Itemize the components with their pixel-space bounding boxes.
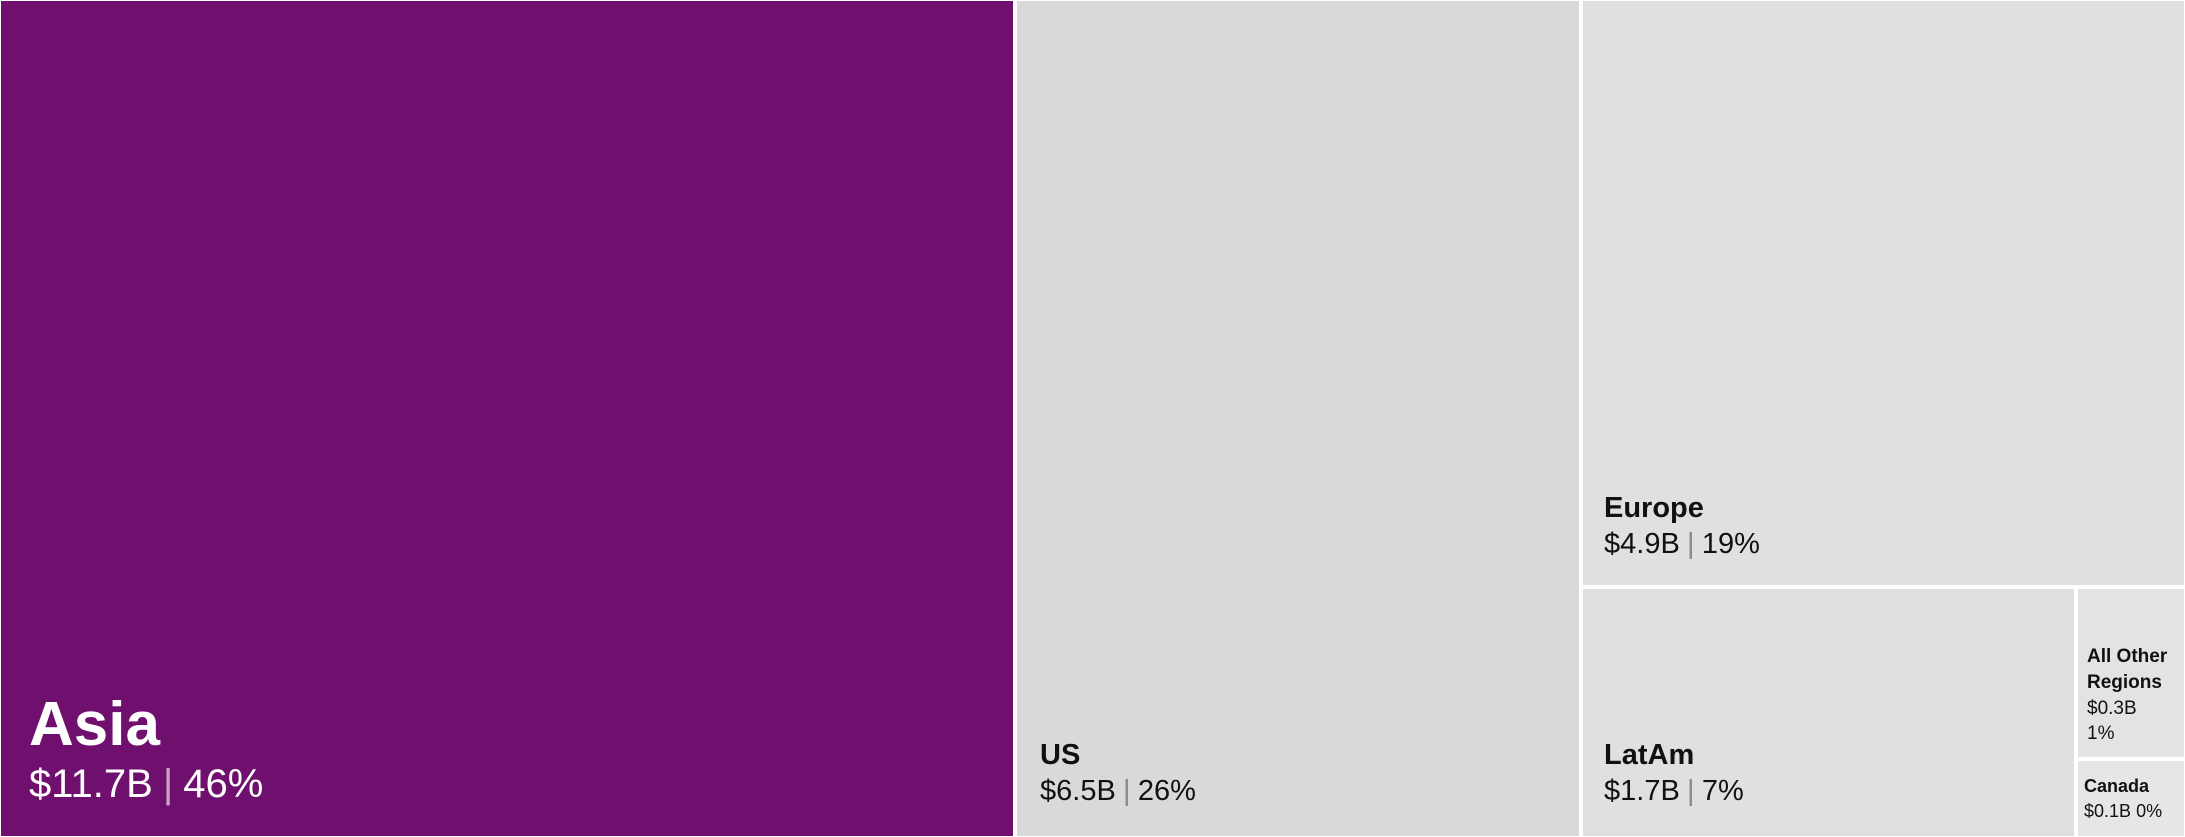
tile-value-line: $11.7B | 46% — [29, 760, 263, 808]
tile-label-group: US $6.5B | 26% — [1040, 737, 1196, 809]
tile-value: $1.7B — [1604, 775, 1680, 807]
tile-separator: | — [1687, 775, 1695, 807]
tile-name: Asia — [29, 690, 160, 759]
tile-separator: | — [1123, 775, 1131, 807]
tile-label-group: All Other Regions $0.3B 1% — [2087, 644, 2183, 746]
tile-value-line: $6.5B | 26% — [1040, 773, 1196, 809]
tile-percent: 26% — [1137, 775, 1196, 807]
tile-label-group: Asia $11.7B | 46% — [29, 690, 263, 808]
tile-name: US — [1040, 739, 1081, 771]
tile-name: All Other Regions — [2087, 646, 2168, 693]
treemap-tile-latam[interactable]: LatAm $1.7B | 7% — [1583, 589, 2074, 836]
treemap-tile-europe[interactable]: Europe $4.9B | 19% — [1583, 1, 2184, 585]
tile-value-line: $4.9B | 19% — [1604, 526, 1760, 562]
tile-percent: 7% — [1701, 775, 1744, 807]
tile-value: $11.7B — [29, 762, 153, 806]
tile-label-group: LatAm $1.7B | 7% — [1604, 737, 1744, 809]
treemap-tile-canada[interactable]: Canada $0.1B 0% — [2078, 761, 2184, 836]
tile-value: $0.1B — [2084, 801, 2132, 821]
treemap-tile-other-regions[interactable]: All Other Regions $0.3B 1% — [2078, 589, 2184, 757]
tile-name: Canada — [2084, 776, 2150, 796]
treemap-tile-asia[interactable]: Asia $11.7B | 46% — [1, 1, 1013, 836]
tile-percent: 1% — [2087, 723, 2115, 744]
tile-separator: | — [162, 762, 174, 806]
treemap-tile-us[interactable]: US $6.5B | 26% — [1017, 1, 1579, 836]
tile-percent: 46% — [183, 762, 264, 806]
tile-label-group: Canada $0.1B 0% — [2084, 774, 2162, 823]
tile-name: Europe — [1604, 492, 1704, 524]
tile-separator: | — [1687, 528, 1695, 560]
tile-value: $0.3B — [2087, 698, 2137, 719]
tile-name: LatAm — [1604, 739, 1695, 771]
tile-percent: 19% — [1701, 528, 1760, 560]
tile-value-line: $1.7B | 7% — [1604, 773, 1744, 809]
tile-value-line: $0.1B 0% — [2084, 799, 2162, 823]
tile-label-group: Europe $4.9B | 19% — [1604, 490, 1760, 562]
tile-percent: 0% — [2136, 801, 2163, 821]
tile-value: $6.5B — [1040, 775, 1116, 807]
tile-value: $4.9B — [1604, 528, 1680, 560]
